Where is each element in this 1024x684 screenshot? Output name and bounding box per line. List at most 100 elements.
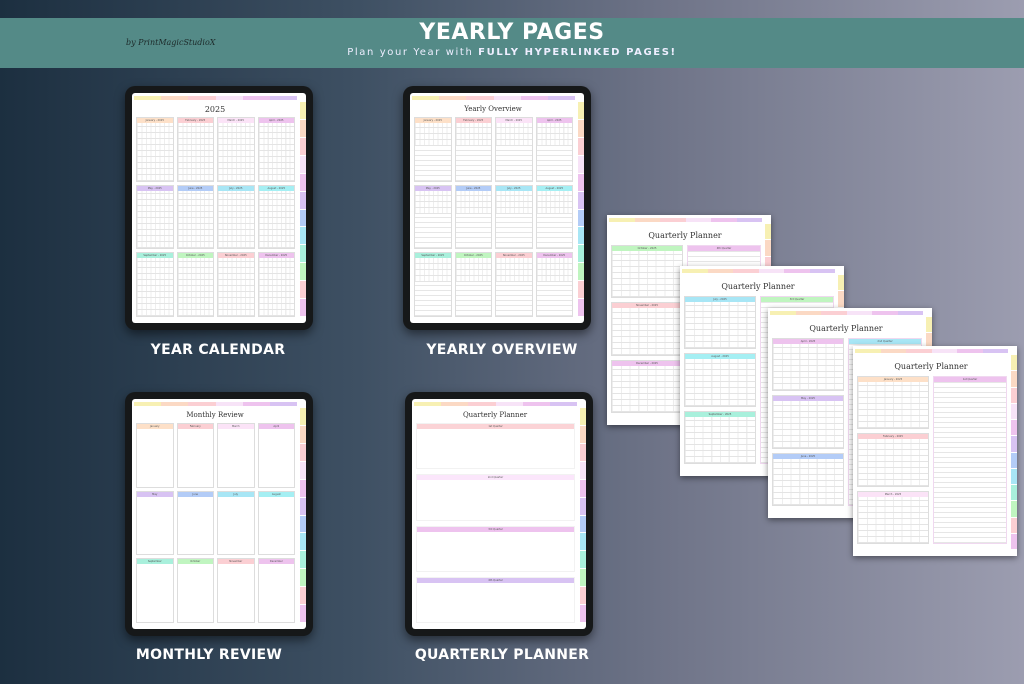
top-nav-tab[interactable] [522,402,550,406]
side-month-tab[interactable] [1011,501,1017,518]
top-nav-tab[interactable] [161,402,189,406]
top-nav-tab[interactable] [466,96,494,100]
top-nav-tab[interactable] [134,402,162,406]
side-month-tab[interactable] [300,605,306,624]
top-nav-tab[interactable] [242,96,270,100]
side-month-tab[interactable] [580,425,586,444]
side-month-tab[interactable] [580,443,586,462]
side-month-tab[interactable] [578,263,584,282]
top-nav-tab[interactable] [931,349,957,353]
side-month-tab[interactable] [765,224,771,241]
top-nav-tab[interactable] [736,218,762,222]
top-nav-tab[interactable] [134,96,162,100]
side-month-tab[interactable] [578,227,584,246]
side-month-tab[interactable] [300,137,306,156]
side-month-tab[interactable] [300,443,306,462]
top-nav-tab[interactable] [188,402,216,406]
side-month-tab[interactable] [300,569,306,588]
side-month-tab[interactable] [1011,468,1017,485]
top-nav-tab[interactable] [880,349,906,353]
top-nav-tab[interactable] [609,218,635,222]
side-month-tab[interactable] [578,102,584,120]
top-nav-tab[interactable] [809,269,835,273]
side-month-tab[interactable] [580,533,586,552]
top-nav-tab[interactable] [269,96,298,100]
side-month-tab[interactable] [300,461,306,480]
top-nav-tab[interactable] [412,96,440,100]
side-month-tab[interactable] [300,119,306,138]
top-nav-tab[interactable] [897,311,923,315]
side-month-tab[interactable] [300,245,306,264]
top-nav-tab[interactable] [188,96,216,100]
side-month-tab[interactable] [300,155,306,174]
top-nav-tab[interactable] [215,96,243,100]
top-nav-tab[interactable] [872,311,898,315]
top-nav-tab[interactable] [495,402,523,406]
side-month-tab[interactable] [580,515,586,534]
top-nav-tab[interactable] [547,96,576,100]
side-month-tab[interactable] [838,291,844,308]
top-nav-tab[interactable] [660,218,686,222]
top-nav-tab[interactable] [707,269,733,273]
side-month-tab[interactable] [1011,485,1017,502]
side-month-tab[interactable] [300,533,306,552]
top-nav-tab[interactable] [215,402,243,406]
side-month-tab[interactable] [580,461,586,480]
side-month-tab[interactable] [580,587,586,606]
side-month-tab[interactable] [578,299,584,318]
side-month-tab[interactable] [580,569,586,588]
top-nav-tab[interactable] [439,96,467,100]
side-month-tab[interactable] [926,317,932,334]
side-month-tab[interactable] [838,275,844,292]
top-nav-tab[interactable] [906,349,932,353]
side-month-tab[interactable] [765,240,771,257]
side-month-tab[interactable] [578,173,584,192]
top-nav-tab[interactable] [733,269,759,273]
side-month-tab[interactable] [578,281,584,300]
side-month-tab[interactable] [300,479,306,498]
side-month-tab[interactable] [300,209,306,228]
side-month-tab[interactable] [300,102,306,120]
top-nav-tab[interactable] [770,311,796,315]
side-month-tab[interactable] [300,227,306,246]
side-month-tab[interactable] [300,281,306,300]
top-nav-tab[interactable] [795,311,821,315]
top-nav-tab[interactable] [821,311,847,315]
side-month-tab[interactable] [300,191,306,210]
side-month-tab[interactable] [300,515,306,534]
side-month-tab[interactable] [578,209,584,228]
side-month-tab[interactable] [1011,533,1017,550]
side-month-tab[interactable] [578,191,584,210]
top-nav-tab[interactable] [468,402,496,406]
side-month-tab[interactable] [580,551,586,570]
side-month-tab[interactable] [1011,517,1017,534]
side-month-tab[interactable] [580,497,586,516]
top-nav-tab[interactable] [520,96,548,100]
side-month-tab[interactable] [578,137,584,156]
top-nav-tab[interactable] [549,402,578,406]
side-month-tab[interactable] [578,155,584,174]
top-nav-tab[interactable] [846,311,872,315]
top-nav-tab[interactable] [685,218,711,222]
top-nav-tab[interactable] [758,269,784,273]
side-month-tab[interactable] [1011,355,1017,372]
top-nav-tab[interactable] [982,349,1008,353]
top-nav-tab[interactable] [711,218,737,222]
side-month-tab[interactable] [300,497,306,516]
top-nav-tab[interactable] [269,402,298,406]
top-nav-tab[interactable] [957,349,983,353]
side-month-tab[interactable] [300,551,306,570]
side-month-tab[interactable] [1011,452,1017,469]
side-month-tab[interactable] [580,479,586,498]
side-month-tab[interactable] [578,245,584,264]
side-month-tab[interactable] [300,425,306,444]
side-month-tab[interactable] [300,173,306,192]
top-nav-tab[interactable] [855,349,881,353]
top-nav-tab[interactable] [441,402,469,406]
top-nav-tab[interactable] [161,96,189,100]
side-month-tab[interactable] [1011,371,1017,388]
side-month-tab[interactable] [1011,420,1017,437]
side-month-tab[interactable] [1011,403,1017,420]
top-nav-tab[interactable] [682,269,708,273]
side-month-tab[interactable] [1011,387,1017,404]
